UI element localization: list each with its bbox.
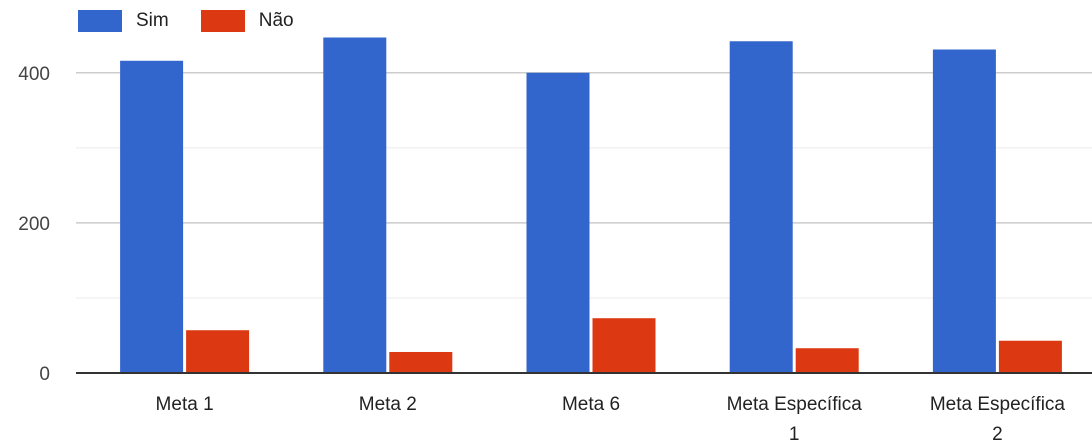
x-category-label: Meta 2 [359,394,417,415]
x-category-label: Meta Específica [930,394,1066,415]
legend: Sim Não [78,10,326,32]
legend-swatch-nao [200,10,245,32]
y-tick-label: 400 [18,64,50,85]
bar-nao-3 [592,318,656,373]
bar-sim-5 [932,49,996,373]
bar-nao-1 [186,330,250,373]
x-category-label: 1 [789,424,800,441]
bar-sim-2 [323,37,387,374]
x-category-label: Meta 6 [562,394,620,415]
legend-swatch-sim [78,10,122,32]
bar-nao-5 [998,340,1062,373]
bar-sim-4 [729,41,793,373]
bar-nao-2 [389,351,453,373]
legend-item-nao[interactable]: Não [200,10,294,32]
y-tick-label: 200 [18,214,50,235]
legend-item-sim[interactable]: Sim [78,10,169,32]
x-category-label: Meta 1 [156,394,214,415]
bar-sim-3 [526,72,590,374]
y-tick-label: 0 [39,364,50,385]
bar-sim-1 [120,60,184,374]
legend-label-nao: Não [258,10,294,31]
bar-nao-4 [795,348,859,373]
x-category-label: Meta Específica [727,394,863,415]
x-category-label: 2 [992,424,1003,441]
legend-label-sim: Sim [136,10,169,31]
